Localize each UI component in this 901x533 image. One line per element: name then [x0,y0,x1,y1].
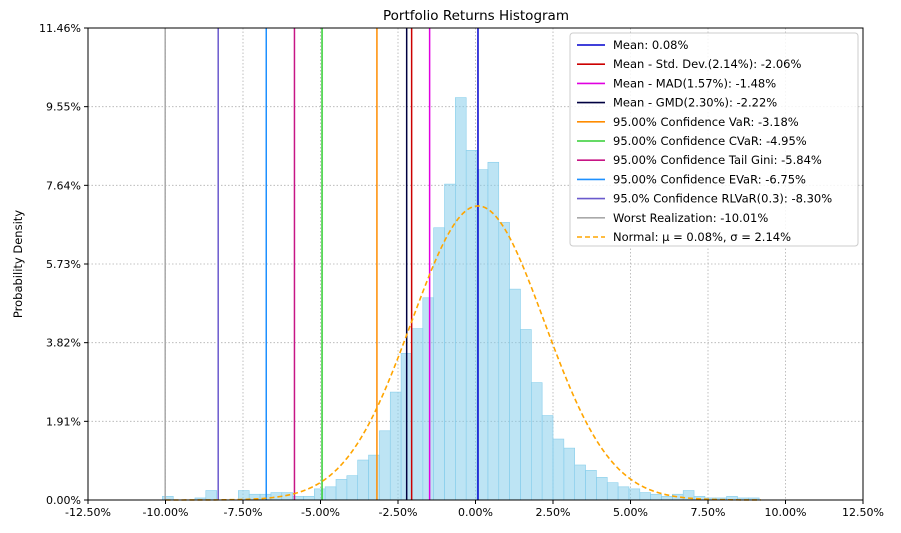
x-tick-label: -7.50% [224,506,263,519]
y-tick-label: 0.00% [46,494,81,507]
legend-entry: Mean - Std. Dev.(2.14%): -2.06% [613,57,802,71]
x-tick-label: 5.00% [613,506,648,519]
y-axis-label: Probability Density [11,210,25,318]
histogram-bar [552,438,565,501]
y-tick-label: 9.55% [46,101,81,114]
x-tick-label: -12.50% [65,506,111,519]
histogram-bar [650,493,662,501]
histogram-bar [574,464,586,501]
histogram-bar [563,447,575,501]
legend-entry: Mean - GMD(2.30%): -2.22% [613,96,777,110]
legend-entry: 95.0% Confidence RLVaR(0.3): -8.30% [613,192,832,206]
histogram-bar [520,329,532,501]
histogram-bar [509,288,521,501]
y-axis-ticks: 0.00% 1.91% 3.82% 5.73% 7.64% 9.55% 11.46% [39,22,88,507]
x-tick-label: 7.50% [691,506,726,519]
legend-entry: Normal: μ = 0.08%, σ = 2.14% [613,230,791,244]
histogram-bar [389,391,402,501]
legend-box [569,32,859,247]
histogram-bar [530,382,543,501]
normal-curve-layer [165,205,761,501]
histogram-bar [596,477,608,501]
histogram-bar [541,415,554,501]
histogram-bar [281,492,293,501]
histogram-bar [585,470,597,501]
histogram-bar [313,488,326,501]
histogram-bar [335,479,348,501]
histogram-bar [324,486,337,501]
y-tick-label: 3.82% [46,337,81,350]
histogram-bar [379,430,391,501]
histogram-bar [368,454,380,501]
legend-entry: Mean - MAD(1.57%): -1.48% [613,76,776,90]
y-tick-label: 5.73% [46,258,81,271]
histogram-bar [617,486,630,501]
x-tick-label: 0.00% [458,506,493,519]
x-tick-label: 12.50% [842,506,884,519]
histogram-bar [346,475,359,501]
legend: Mean: 0.08% Mean - Std. Dev.(2.14%): -2.0… [569,32,859,247]
x-tick-label: -5.00% [301,506,340,519]
legend-entry: 95.00% Confidence VaR: -3.18% [613,115,799,129]
risk-lines [164,28,479,500]
x-tick-label: -2.50% [379,506,418,519]
y-tick-label: 11.46% [39,22,81,35]
legend-entry: 95.00% Confidence CVaR: -4.95% [613,134,807,148]
histogram-bar [498,222,510,501]
legend-entry: Worst Realization: -10.01% [613,211,768,225]
histogram-bar [628,488,641,501]
x-tick-label: -10.00% [143,506,189,519]
histogram-bars [162,97,760,501]
histogram-bar [433,227,445,501]
legend-entry: Mean: 0.08% [613,38,688,52]
legend-entry: 95.00% Confidence EVaR: -6.75% [613,172,806,186]
x-tick-label: 2.50% [536,506,571,519]
histogram-bar [455,97,467,501]
histogram-bar [303,495,315,501]
histogram-bar [357,459,369,501]
histogram-bar [639,492,651,501]
x-tick-label: 10.00% [765,506,807,519]
histogram-bar [411,328,424,501]
histogram-bar [661,495,673,501]
y-tick-label: 7.64% [46,179,81,192]
histogram-bar [606,482,619,501]
normal-curve [165,205,761,501]
histogram-bar [422,297,434,501]
histogram-bar [465,150,478,501]
y-tick-label: 1.91% [46,415,81,428]
chart-title: Portfolio Returns Histogram [383,8,569,24]
legend-entry: 95.00% Confidence Tail Gini: -5.84% [613,153,822,167]
x-axis-ticks: -12.50% -10.00% -7.50% -5.00% -2.50% 0.00% 2.5… [65,500,884,519]
histogram-bar [205,490,217,501]
